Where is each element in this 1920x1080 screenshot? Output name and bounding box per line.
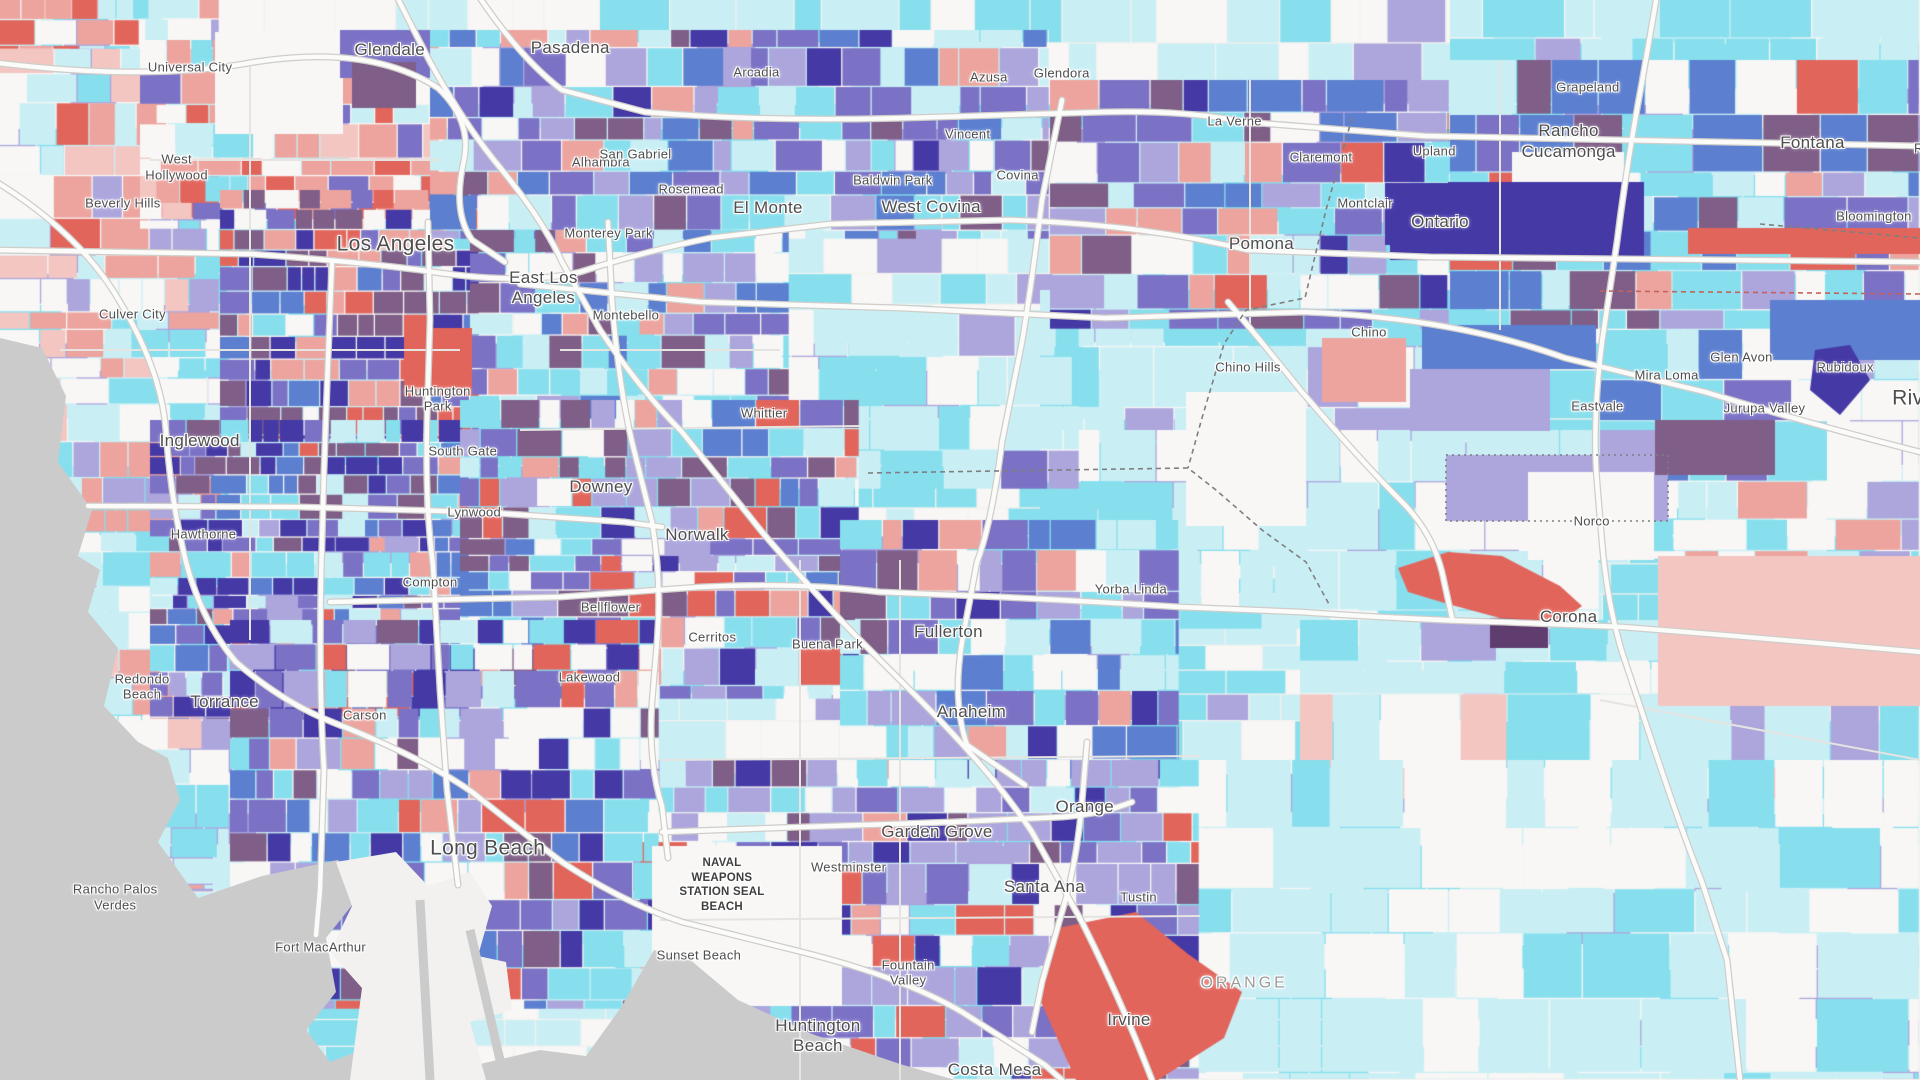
minor-road bbox=[519, 425, 861, 431]
freeway bbox=[0, 217, 1920, 281]
freeway-casing bbox=[604, 218, 672, 862]
freeway-casing bbox=[1224, 298, 1456, 622]
freeway bbox=[478, 0, 1920, 149]
freeway bbox=[313, 259, 335, 938]
harbor-channel bbox=[415, 899, 435, 1080]
freeway bbox=[85, 503, 665, 530]
minor-road bbox=[659, 755, 1201, 761]
minor-road bbox=[1599, 699, 1920, 761]
freeway bbox=[327, 583, 1920, 655]
freeway-casing bbox=[1591, 0, 1744, 1080]
harbor-channel bbox=[465, 928, 505, 1062]
freeway bbox=[0, 181, 1065, 1080]
county-boundary bbox=[1187, 117, 1353, 469]
freeway bbox=[424, 219, 461, 888]
freeway bbox=[0, 54, 508, 265]
freeway bbox=[1225, 299, 1455, 621]
freeway-casing bbox=[0, 216, 1920, 283]
freeway-casing bbox=[954, 96, 1066, 789]
freeway bbox=[605, 219, 671, 861]
freeway bbox=[659, 799, 1135, 835]
freeway bbox=[517, 281, 1920, 455]
county-boundary bbox=[1445, 454, 1669, 522]
freeway-casing bbox=[477, 0, 1920, 150]
ocean bbox=[0, 338, 955, 1080]
freeway bbox=[955, 97, 1065, 788]
county-boundary bbox=[1599, 290, 1920, 295]
minor-road bbox=[659, 915, 1201, 921]
freeway bbox=[1593, 0, 1743, 1080]
county-boundary bbox=[1759, 223, 1920, 239]
freeway bbox=[396, 0, 1155, 1080]
county-boundary bbox=[867, 467, 1331, 607]
freeway bbox=[1029, 739, 1090, 1035]
